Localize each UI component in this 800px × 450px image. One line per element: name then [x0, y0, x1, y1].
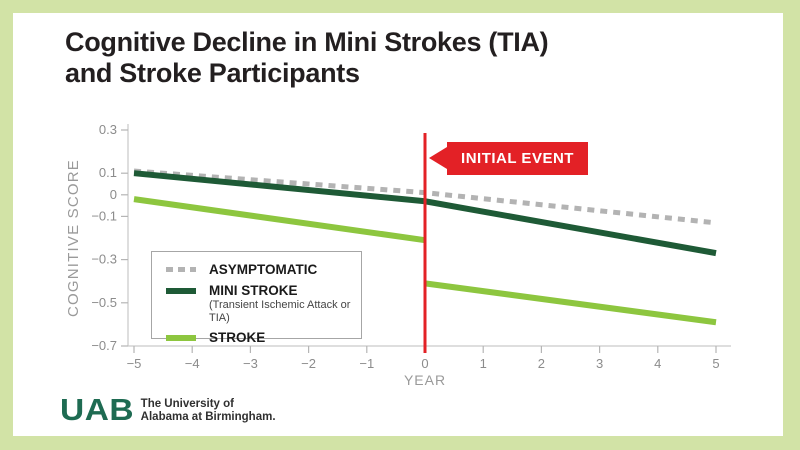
x-tick-label: −5	[127, 356, 142, 371]
y-tick-label: −0.1	[91, 208, 117, 223]
x-tick-label: 5	[712, 356, 719, 371]
y-axis-title: COGNITIVE SCORE	[65, 159, 82, 317]
asymptomatic-line-swatch	[166, 267, 196, 272]
series-stroke	[424, 280, 717, 326]
series-stroke	[133, 196, 426, 244]
x-tick-label: 4	[654, 356, 661, 371]
legend-label-stroke: STROKE	[209, 330, 266, 345]
legend-item-asymptomatic: ASYMPTOMATIC	[166, 262, 353, 278]
legend-label-mini-stroke: MINI STROKE	[209, 283, 298, 298]
x-axis-title: YEAR	[404, 372, 446, 388]
x-tick-label: −4	[185, 356, 200, 371]
mini-stroke-line-swatch	[166, 288, 196, 294]
initial-event-callout: INITIAL EVENT	[447, 142, 588, 175]
uab-wordmark: UAB	[60, 392, 135, 427]
y-tick-label: 0.3	[99, 122, 117, 137]
legend-sublabel-mini-stroke: (Transient Ischemic Attack or TIA)	[209, 299, 351, 324]
x-tick-label: −3	[243, 356, 258, 371]
callout-arrow-icon	[429, 147, 447, 169]
x-tick-label: 2	[538, 356, 545, 371]
stroke-line-swatch	[166, 335, 196, 341]
x-tick-label: 3	[596, 356, 603, 371]
legend-item-mini-stroke: MINI STROKE (Transient Ischemic Attack o…	[166, 283, 353, 325]
y-tick-label: −0.7	[91, 338, 117, 353]
x-tick-label: −1	[359, 356, 374, 371]
legend-item-stroke: STROKE	[166, 330, 353, 346]
x-tick-label: 1	[480, 356, 487, 371]
chart-legend: ASYMPTOMATIC MINI STROKE (Transient Isch…	[151, 251, 362, 345]
content-card	[13, 13, 783, 436]
initial-event-label: INITIAL EVENT	[461, 150, 574, 167]
y-tick-label: −0.3	[91, 252, 117, 267]
legend-label-asymptomatic: ASYMPTOMATIC	[209, 262, 318, 277]
y-tick-label: −0.5	[91, 295, 117, 310]
y-tick-label: 0	[110, 187, 117, 202]
uab-logo: UAB The University of Alabama at Birmingh…	[60, 394, 276, 426]
page-title: Cognitive Decline in Mini Strokes (TIA) a…	[65, 27, 549, 89]
x-tick-label: −2	[301, 356, 316, 371]
y-tick-label: 0.1	[99, 165, 117, 180]
page-title-line1: Cognitive Decline in Mini Strokes (TIA)	[65, 27, 549, 57]
x-tick-label: 0	[421, 356, 428, 371]
page-title-line2: and Stroke Participants	[65, 58, 360, 88]
uab-org-name: The University of Alabama at Birmingham.	[140, 398, 276, 423]
